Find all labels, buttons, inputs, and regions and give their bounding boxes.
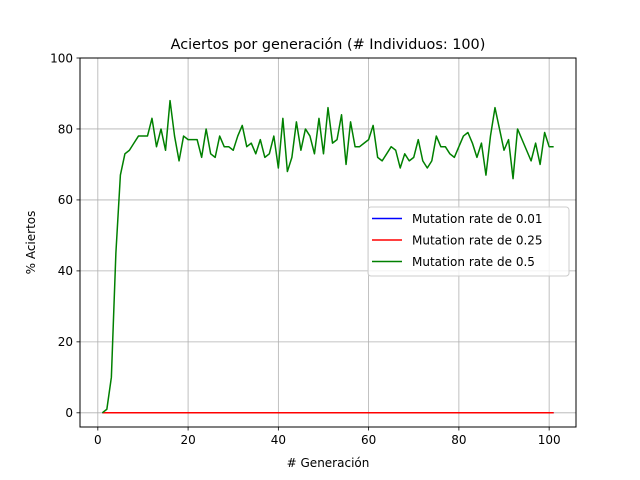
y-tick-label: 20 bbox=[58, 335, 73, 349]
x-tick-label: 80 bbox=[451, 433, 466, 447]
legend-label-3: Mutation rate de 0.5 bbox=[412, 255, 535, 269]
legend-label-2: Mutation rate de 0.25 bbox=[412, 233, 543, 247]
x-axis-ticks: 0 20 40 60 80 100 bbox=[94, 427, 561, 447]
axes-frame bbox=[79, 57, 577, 428]
legend: Mutation rate de 0.01 Mutation rate de 0.… bbox=[367, 206, 570, 277]
y-axis-ticks: 0 20 40 60 80 100 bbox=[50, 51, 80, 420]
chart-title: Aciertos por generación (# Individuos: 1… bbox=[171, 37, 486, 53]
y-tick-label: 80 bbox=[58, 122, 73, 136]
legend-frame bbox=[367, 206, 570, 277]
y-axis-label: % Aciertos bbox=[24, 211, 38, 275]
y-tick-label: 40 bbox=[58, 264, 73, 278]
legend-label-1: Mutation rate de 0.01 bbox=[412, 212, 543, 226]
x-axis-label: # Generación bbox=[287, 456, 370, 470]
y-tick-label: 100 bbox=[50, 51, 73, 65]
x-tick-label: 0 bbox=[94, 433, 102, 447]
x-tick-label: 100 bbox=[538, 433, 561, 447]
y-tick-label: 0 bbox=[65, 406, 73, 420]
series-line-3 bbox=[101, 99, 554, 414]
x-tick-label: 60 bbox=[361, 433, 376, 447]
x-tick-label: 40 bbox=[271, 433, 286, 447]
y-tick-label: 60 bbox=[58, 193, 73, 207]
x-tick-label: 20 bbox=[180, 433, 195, 447]
series-lines bbox=[101, 99, 554, 414]
